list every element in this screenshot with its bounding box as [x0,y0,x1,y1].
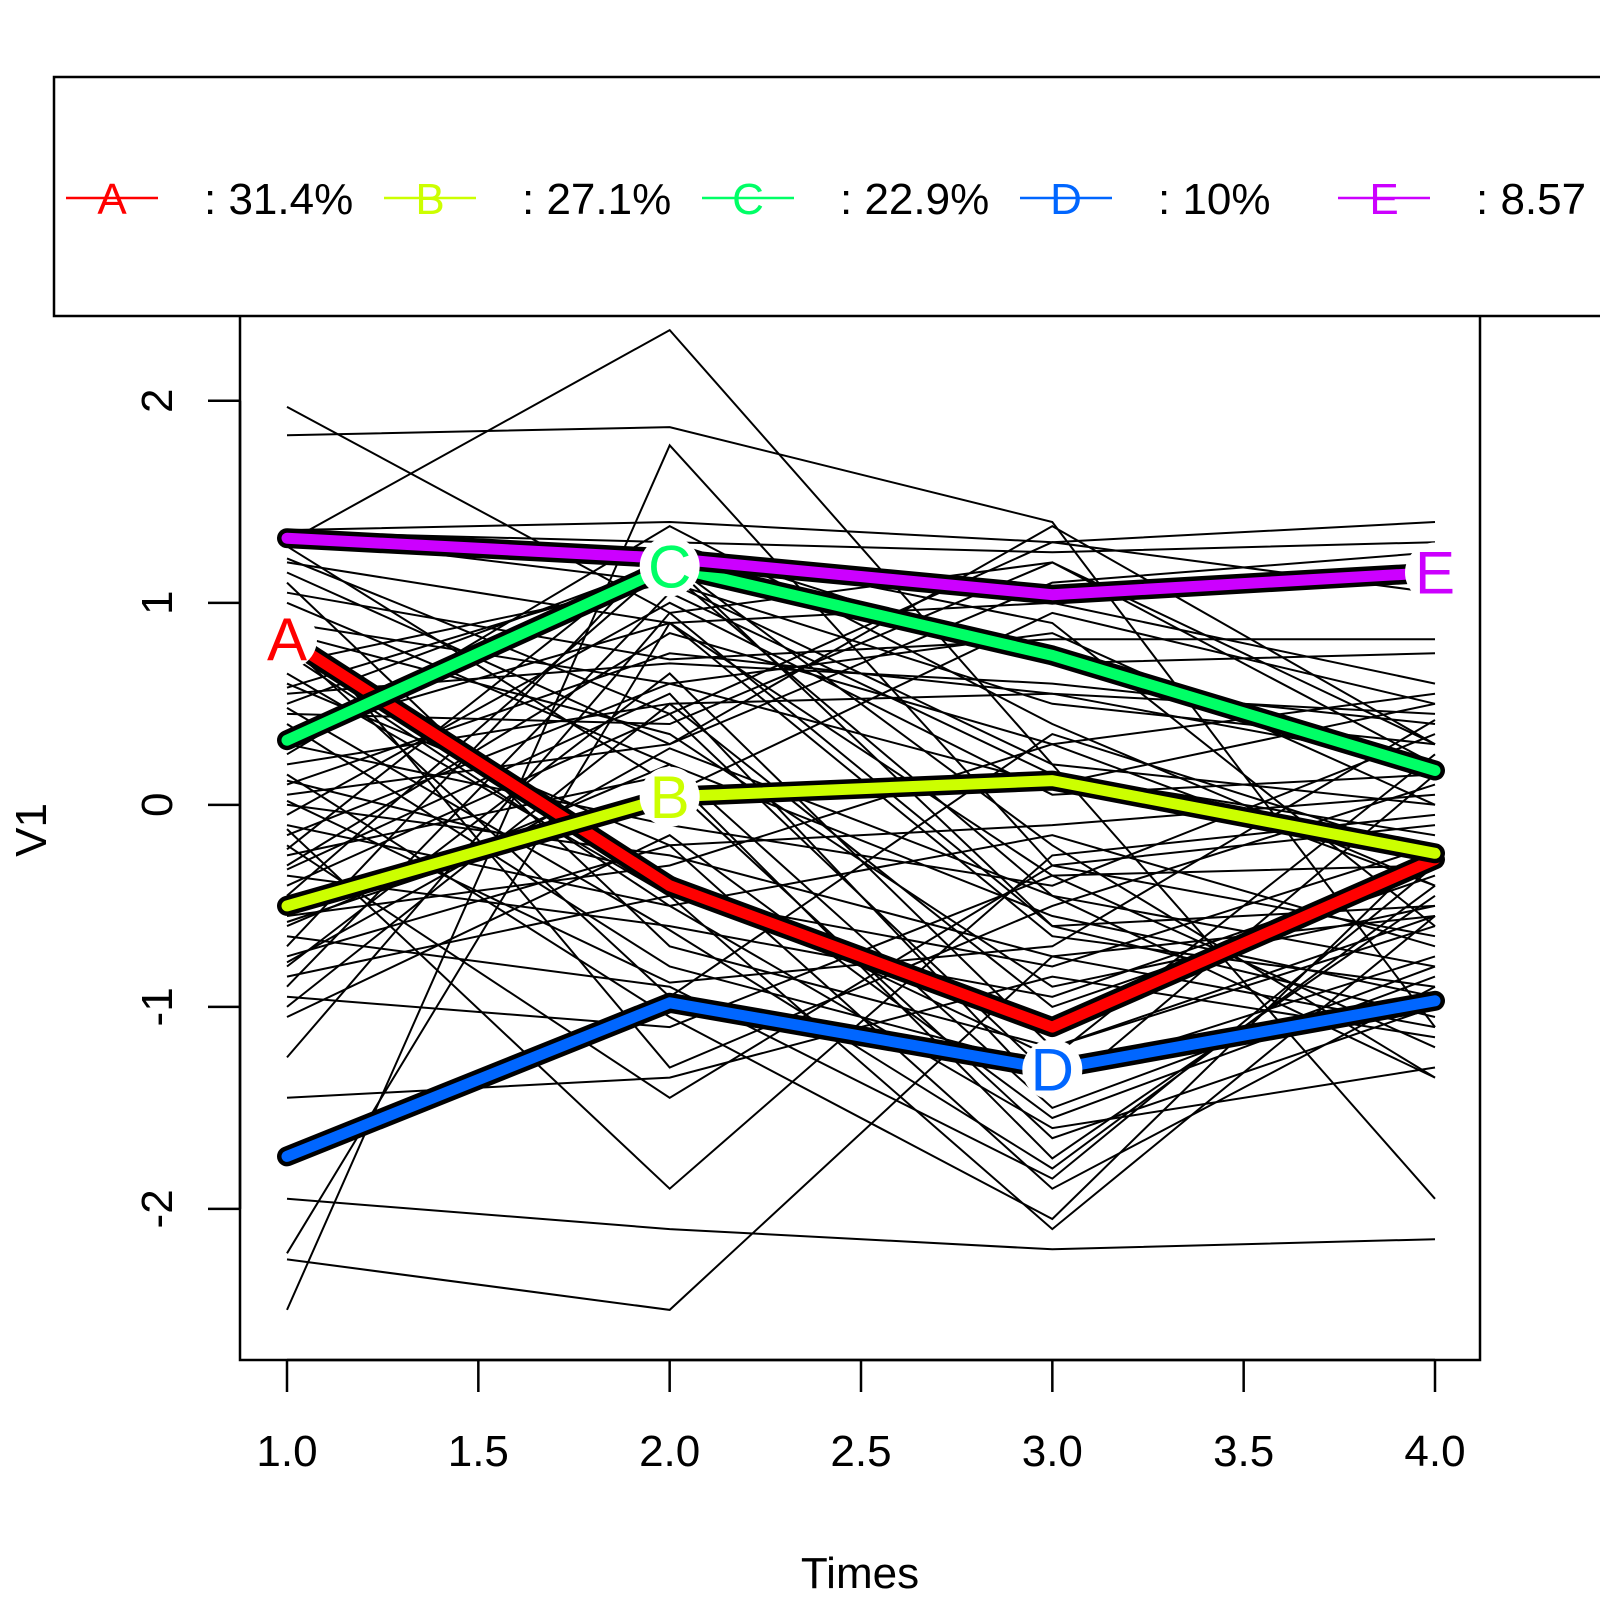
y-tick-label: 1 [133,591,182,615]
trajectory-line-37 [286,561,1436,1018]
y-tick-label: 0 [133,793,182,817]
x-tick-label: 2.0 [639,1427,700,1476]
trajectory-line-30 [286,824,1436,948]
legend-e-text: : 8.57 [1476,175,1586,224]
cluster-d-marker [1022,1039,1083,1100]
legend-b-symbol: B [415,175,444,224]
trajectory-line-1 [286,406,1436,928]
x-axis: 1.0 1.5 2.0 2.5 3.0 3.5 4.0 [256,1358,1466,1476]
cluster-layer: A B C D E [257,528,1465,1167]
x-tick-label: 3.5 [1213,1427,1274,1476]
legend-items: A : 31.4% B : 27.1% C : 22.9% D : 10% E : 8.57 [66,175,1586,224]
x-tick-label: 2.5 [830,1427,891,1476]
legend: A : 31.4% B : 27.1% C : 22.9% D : 10% E : 8.57 [52,75,1600,318]
y-axis-label: V1 [7,803,56,857]
y-axis: -2 -1 0 1 2 [133,389,242,1228]
cluster-d-point-label: D [1031,1036,1074,1103]
trajectory-line-58 [286,571,1436,968]
cluster-c-marker [639,536,700,597]
cluster-a-marker [257,609,317,670]
y-tick-label: -1 [133,987,182,1026]
trajectory-line-62 [286,591,1435,661]
cluster-c-point-label: C [648,533,691,600]
trajectory-line-57 [286,813,1436,1191]
legend-b-text: : 27.1% [522,175,671,224]
cluster-a-point-label: A [267,606,307,673]
trajectory-line-32 [286,844,1436,1099]
x-tick-label: 4.0 [1404,1427,1465,1476]
trajectory-line-51 [286,1197,1436,1251]
trajectory-line-56 [286,672,1436,1231]
legend-a-symbol: A [97,175,127,224]
cluster-a-line [281,633,1441,1033]
cluster-c-line [281,561,1441,776]
legend-c-text: : 22.9% [840,175,989,224]
y-tick-label: 2 [133,389,182,413]
y-tick-label: -2 [133,1189,182,1228]
cluster-e-point-label: E [1415,540,1455,607]
trajectory-line-48 [286,834,1436,1120]
cluster-e-line [281,532,1441,601]
cluster-b-point-label: B [650,764,690,831]
legend-e-symbol: E [1369,175,1398,224]
legend-d-text: : 10% [1158,175,1271,224]
trajectory-line-49 [286,561,1436,1059]
trajectory-line-5 [286,520,1436,544]
cluster-d-line [281,995,1441,1162]
trajectory-line-11 [286,612,1436,1069]
legend-c-symbol: C [732,175,764,224]
trajectory-line-67 [286,541,1436,715]
legend-d-symbol: D [1050,175,1082,224]
x-tick-label: 1.0 [256,1427,317,1476]
trajectory-line-45 [286,591,1436,988]
trajectory-line-40 [286,864,1436,1180]
x-tick-label: 3.0 [1022,1427,1083,1476]
cluster-e-marker [1405,542,1465,603]
legend-a-text: : 31.4% [204,175,353,224]
x-axis-label: Times [801,1549,919,1598]
cluster-b-line [281,775,1441,912]
trajectory-line-6 [286,531,1436,554]
cluster-b-marker [639,766,700,827]
legend-box [52,75,1600,318]
trajectory-line-53 [286,955,1436,1311]
trajectory-line-8 [286,561,1436,877]
x-tick-label: 1.5 [448,1427,509,1476]
